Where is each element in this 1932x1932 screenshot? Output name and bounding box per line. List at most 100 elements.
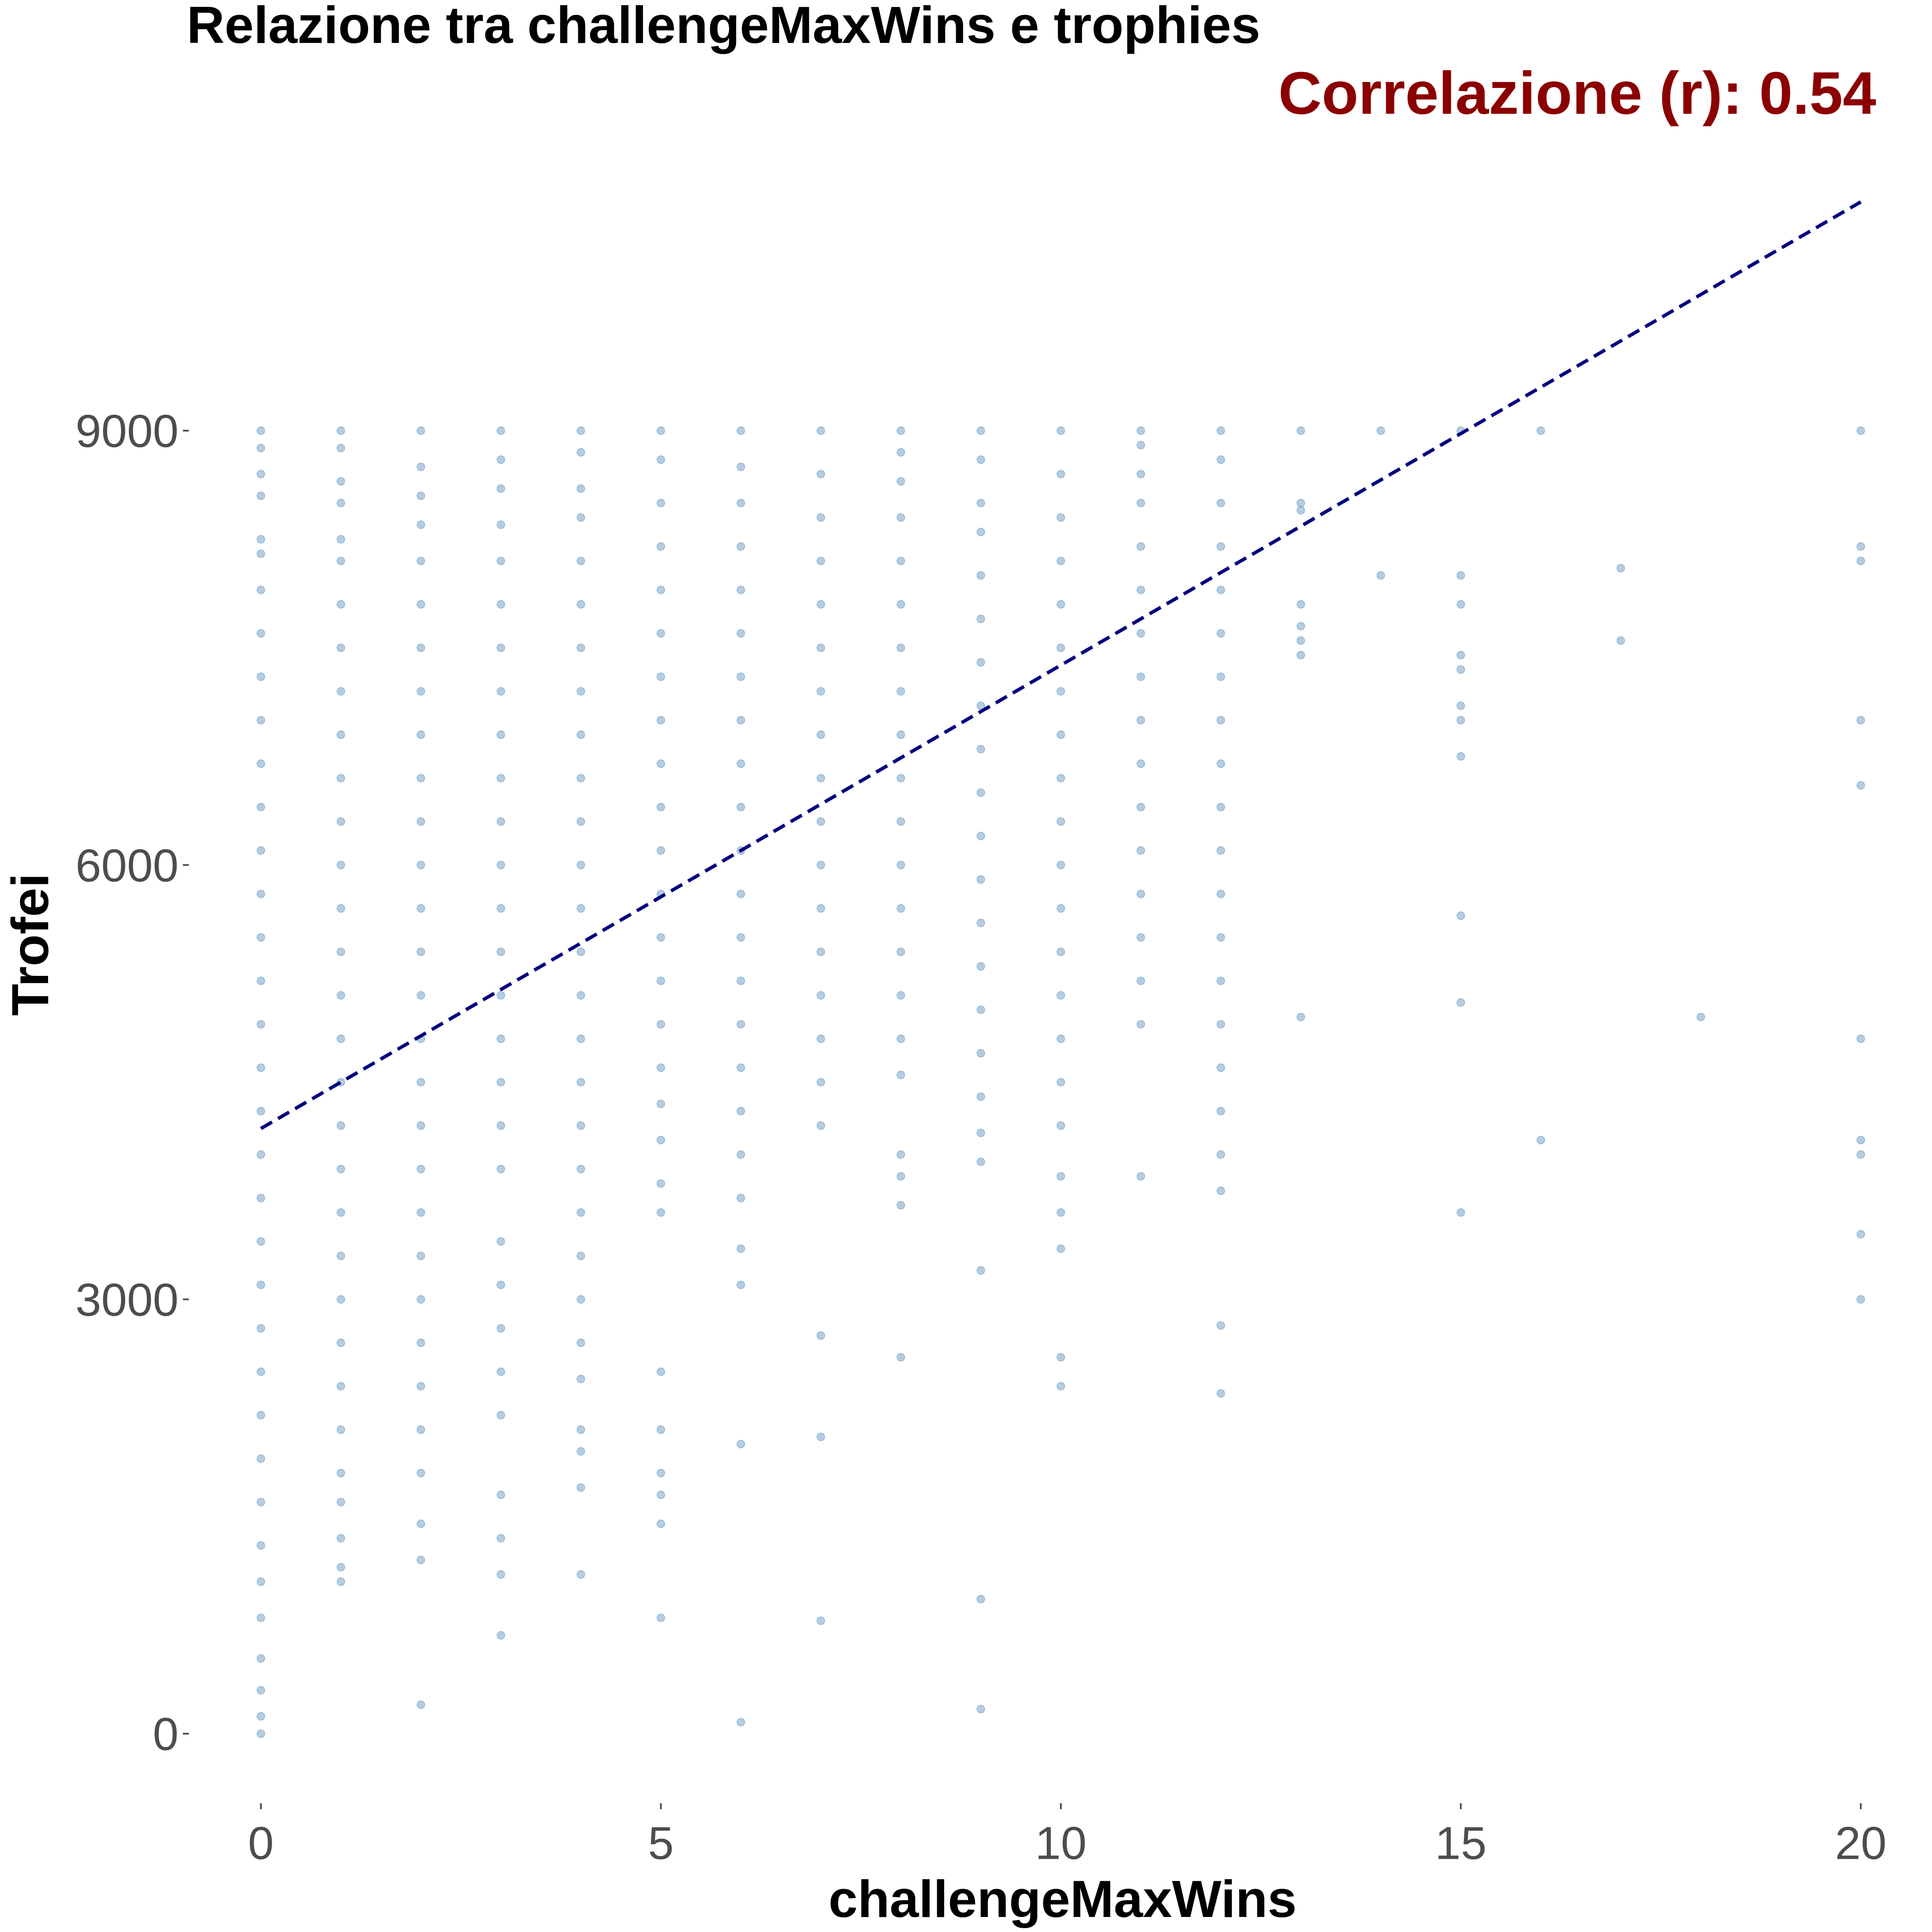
data-point bbox=[1136, 802, 1145, 811]
data-point bbox=[337, 1563, 346, 1572]
data-point bbox=[256, 890, 265, 899]
data-point bbox=[416, 1382, 425, 1391]
data-point bbox=[1056, 643, 1065, 652]
data-point bbox=[256, 976, 265, 985]
data-point bbox=[976, 571, 985, 580]
data-point bbox=[576, 1483, 585, 1492]
data-point bbox=[816, 1121, 825, 1130]
data-point bbox=[1376, 426, 1385, 435]
data-point bbox=[576, 448, 585, 457]
data-point bbox=[656, 1367, 665, 1376]
data-point bbox=[736, 586, 745, 595]
data-point bbox=[1056, 1382, 1065, 1391]
data-point bbox=[1216, 1186, 1225, 1195]
data-point bbox=[1136, 672, 1145, 681]
data-point bbox=[896, 556, 905, 565]
data-point bbox=[1456, 716, 1465, 725]
data-point bbox=[1136, 716, 1145, 725]
data-point bbox=[656, 1490, 665, 1499]
data-point bbox=[1136, 470, 1145, 479]
data-point bbox=[816, 1034, 825, 1043]
data-point bbox=[816, 687, 825, 696]
data-point bbox=[416, 426, 425, 435]
data-point bbox=[256, 1150, 265, 1159]
data-point bbox=[896, 991, 905, 1000]
data-point bbox=[656, 1063, 665, 1072]
data-point bbox=[1056, 1244, 1065, 1253]
data-point bbox=[976, 875, 985, 884]
data-point bbox=[1056, 730, 1065, 739]
data-point bbox=[496, 426, 505, 435]
data-point bbox=[1136, 440, 1145, 450]
data-point bbox=[337, 991, 346, 1000]
data-point bbox=[496, 730, 505, 739]
data-point bbox=[1616, 564, 1625, 573]
data-point bbox=[736, 976, 745, 985]
data-point bbox=[1056, 904, 1065, 913]
data-point bbox=[1056, 426, 1065, 435]
data-point bbox=[896, 448, 905, 457]
data-point bbox=[416, 948, 425, 957]
data-point bbox=[656, 629, 665, 638]
data-point bbox=[576, 1121, 585, 1130]
data-point bbox=[1216, 542, 1225, 551]
data-point bbox=[816, 600, 825, 609]
data-point bbox=[576, 1252, 585, 1261]
data-point bbox=[896, 1070, 905, 1079]
data-point bbox=[976, 962, 985, 971]
data-point bbox=[337, 556, 346, 565]
data-point bbox=[496, 1367, 505, 1376]
data-point bbox=[416, 1208, 425, 1217]
data-point bbox=[1216, 672, 1225, 681]
data-point bbox=[1216, 759, 1225, 768]
data-point bbox=[256, 491, 265, 500]
data-point bbox=[656, 586, 665, 595]
data-point bbox=[816, 817, 825, 826]
data-point bbox=[976, 1128, 985, 1137]
data-point bbox=[256, 1654, 265, 1663]
data-point bbox=[1056, 600, 1065, 609]
data-point bbox=[656, 1100, 665, 1109]
data-point bbox=[337, 426, 346, 435]
data-point bbox=[816, 1331, 825, 1340]
data-point bbox=[1456, 752, 1465, 761]
data-point bbox=[256, 672, 265, 681]
data-point bbox=[496, 484, 505, 493]
data-point bbox=[416, 1078, 425, 1087]
data-point bbox=[416, 991, 425, 1000]
data-point bbox=[1216, 1389, 1225, 1398]
data-point bbox=[1296, 636, 1305, 645]
data-point bbox=[337, 1338, 346, 1347]
data-point bbox=[736, 1063, 745, 1072]
data-point bbox=[1136, 629, 1145, 638]
data-point bbox=[1856, 556, 1865, 565]
data-point bbox=[256, 846, 265, 855]
data-point bbox=[256, 802, 265, 811]
data-point bbox=[576, 687, 585, 696]
data-point bbox=[896, 817, 905, 826]
data-point bbox=[337, 1252, 346, 1261]
data-point bbox=[1296, 426, 1305, 435]
data-point bbox=[576, 1338, 585, 1347]
y-axis: 0 3000 6000 9000 bbox=[76, 405, 189, 1760]
data-point bbox=[656, 759, 665, 768]
data-point bbox=[976, 1092, 985, 1101]
data-point bbox=[576, 600, 585, 609]
data-point bbox=[416, 600, 425, 609]
x-tick-label: 5 bbox=[648, 1817, 674, 1869]
correlation-annotation: Correlazione (r): 0.54 bbox=[1278, 59, 1876, 127]
data-point bbox=[976, 1005, 985, 1014]
data-point bbox=[1136, 586, 1145, 595]
data-point bbox=[256, 1729, 265, 1738]
data-point bbox=[496, 643, 505, 652]
data-point bbox=[656, 716, 665, 725]
data-point bbox=[256, 1577, 265, 1586]
data-point bbox=[1296, 622, 1305, 631]
data-point bbox=[896, 948, 905, 957]
data-point bbox=[1136, 846, 1145, 855]
data-point bbox=[496, 1411, 505, 1420]
data-point bbox=[256, 1237, 265, 1246]
data-point bbox=[337, 1498, 346, 1507]
data-point bbox=[576, 860, 585, 869]
data-point bbox=[896, 426, 905, 435]
